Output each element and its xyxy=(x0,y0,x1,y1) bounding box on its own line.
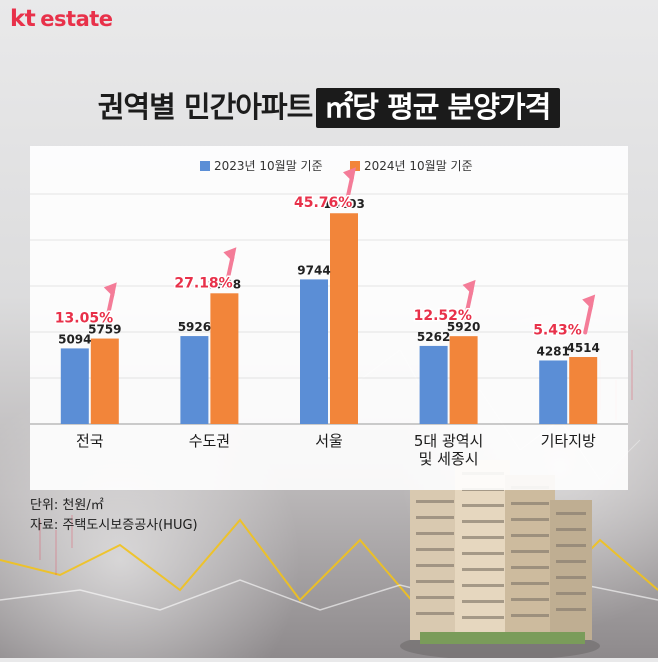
growth-arrow-head xyxy=(223,247,237,263)
legend-swatch xyxy=(200,161,210,171)
apartment-building-illustration xyxy=(400,450,600,662)
bar-2024 xyxy=(210,293,239,424)
growth-label: 45.76% xyxy=(294,195,352,211)
growth-label: 5.43% xyxy=(533,322,582,338)
brand-kt: kt xyxy=(10,6,36,32)
brand-logo: kt estate xyxy=(10,6,113,32)
data-label-2024: 5920 xyxy=(447,320,480,334)
chart-panel: 2023년 10월말 기준 2024년 10월말 기준 5094 5759 13.05%… xyxy=(30,146,628,490)
category-label: 5대 광역시 xyxy=(414,432,484,450)
source-note: 자료: 주택도시보증공사(HUG) xyxy=(30,518,198,533)
growth-arrow-shaft xyxy=(583,302,594,335)
bar-2024 xyxy=(449,336,478,424)
data-label-2024: 14203 xyxy=(323,197,365,211)
data-label-2023: 5926 xyxy=(178,320,211,334)
growth-arrow-head xyxy=(343,167,356,183)
bar-chart: 2023년 10월말 기준 2024년 10월말 기준 5094575913.05%… xyxy=(30,159,628,468)
growth-arrow-shaft xyxy=(104,290,115,323)
chart-notes: 단위: 천원/㎡ 자료: 주택도시보증공사(HUG) xyxy=(30,496,198,536)
growth-label: 12.52% xyxy=(414,308,472,324)
growth-arrow-head xyxy=(103,282,117,298)
legend-label: 2023년 10월말 기준 xyxy=(214,159,323,173)
brand-estate: estate xyxy=(40,7,113,31)
bar-2023 xyxy=(300,279,328,424)
bar-2023 xyxy=(419,345,448,424)
title-main: 권역별 민간아파트 xyxy=(97,90,314,124)
legend-label: 2024년 10월말 기준 xyxy=(364,159,473,173)
growth-arrow-shaft xyxy=(224,255,235,288)
category-label: 기타지방 xyxy=(541,432,596,450)
bar-2024 xyxy=(90,338,119,424)
bar-2023 xyxy=(60,348,89,424)
growth-arrow-head xyxy=(462,279,476,295)
growth-label: 27.18% xyxy=(174,275,232,291)
category-label: 수도권 xyxy=(189,432,230,450)
legend-swatch xyxy=(350,161,360,171)
growth-label: 13.05% xyxy=(55,310,113,326)
data-label-2024: 4514 xyxy=(566,341,599,355)
data-label-2024: 5759 xyxy=(88,323,121,337)
growth-arrow-shaft xyxy=(463,287,474,320)
data-label-2023: 9744 xyxy=(297,263,330,277)
bar-2024 xyxy=(569,357,598,424)
category-label: 및 세종시 xyxy=(419,450,479,468)
bar-2023 xyxy=(539,360,568,424)
data-label-2023: 4281 xyxy=(536,344,569,358)
title-highlight: ㎡당 평균 분양가격 xyxy=(316,88,561,128)
unit-note: 단위: 천원/㎡ xyxy=(30,498,104,513)
data-label-2023: 5094 xyxy=(58,332,91,346)
page-title: 권역별 민간아파트 ㎡당 평균 분양가격 xyxy=(0,84,658,128)
category-label: 전국 xyxy=(76,432,104,450)
data-label-2023: 5262 xyxy=(417,330,450,344)
bar-2024 xyxy=(330,213,358,424)
data-label-2024: 8808 xyxy=(208,277,241,291)
growth-arrow-head xyxy=(582,294,596,310)
growth-arrow-shaft xyxy=(344,175,354,208)
bar-2023 xyxy=(180,336,209,424)
category-label: 서울 xyxy=(315,432,343,450)
